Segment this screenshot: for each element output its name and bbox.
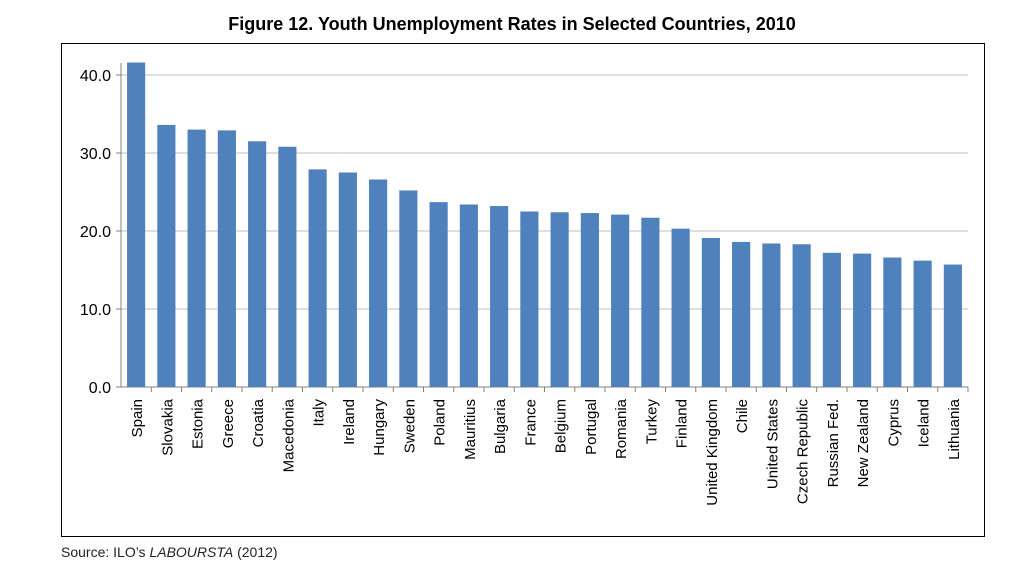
- source-prefix: Source: ILO’s: [61, 544, 150, 560]
- x-tick-label: Cyprus: [885, 399, 902, 447]
- x-tick-label: Sweden: [401, 399, 418, 453]
- bar: [187, 129, 206, 387]
- bar: [217, 130, 236, 387]
- x-tick-label: Lithuania: [946, 398, 963, 460]
- x-tick-label: Finland: [674, 399, 691, 448]
- bar: [883, 257, 902, 387]
- bar: [490, 206, 509, 387]
- bar: [671, 228, 690, 387]
- x-tick-label: United Kingdom: [704, 399, 721, 506]
- x-tick-label: Chile: [734, 399, 751, 433]
- source-suffix: (2012): [233, 544, 278, 560]
- y-tick-label: 30.0: [80, 146, 111, 163]
- x-tick-label: Romania: [613, 398, 630, 459]
- bar: [913, 260, 932, 387]
- x-tick-label: Slovakia: [159, 398, 176, 455]
- bar: [248, 141, 267, 387]
- bar: [399, 190, 418, 387]
- bar: [822, 252, 841, 387]
- x-tick-label: Greece: [220, 399, 237, 448]
- x-tick-label: Mauritius: [462, 399, 479, 460]
- bar: [641, 217, 660, 387]
- x-tick-label: Estonia: [190, 398, 207, 449]
- x-tick-label: Belgium: [553, 399, 570, 453]
- y-tick-label: 10.0: [80, 302, 111, 319]
- x-tick-label: Turkey: [643, 399, 660, 445]
- chart-title: Figure 12. Youth Unemployment Rates in S…: [228, 14, 796, 34]
- bar: [580, 213, 599, 387]
- x-tick-label: Bulgaria: [492, 398, 509, 454]
- x-tick-label: Macedonia: [280, 398, 297, 472]
- bar: [701, 238, 720, 387]
- bar: [943, 264, 962, 387]
- x-tick-label: United States: [764, 399, 781, 489]
- bar: [792, 244, 811, 387]
- chart-frame: [61, 43, 985, 537]
- x-tick-label: Croatia: [250, 398, 267, 447]
- bar: [459, 204, 478, 387]
- bar: [550, 212, 569, 387]
- y-tick-label: 0.0: [89, 380, 111, 397]
- bar: [762, 243, 781, 387]
- bar: [278, 146, 297, 387]
- x-tick-label: Iceland: [916, 399, 933, 447]
- x-tick-label: New Zealand: [855, 399, 872, 487]
- source-italic: LABOURSTA: [149, 544, 234, 560]
- bar: [338, 172, 357, 387]
- x-tick-label: Poland: [432, 399, 449, 446]
- bar: [127, 62, 146, 388]
- x-tick-label: Hungary: [371, 399, 388, 456]
- x-tick-label: Spain: [129, 399, 146, 437]
- bar: [429, 202, 448, 387]
- bar: [732, 241, 751, 387]
- y-tick-label: 20.0: [80, 224, 111, 241]
- bar: [520, 211, 539, 387]
- x-tick-label: Russian Fed.: [825, 399, 842, 487]
- x-tick-label: Italy: [311, 399, 328, 427]
- x-tick-label: Portugal: [583, 399, 600, 455]
- y-tick-label: 40.0: [80, 68, 111, 85]
- bar: [157, 124, 176, 388]
- bar: [611, 214, 630, 387]
- bar: [853, 253, 872, 387]
- bar: [369, 179, 388, 387]
- x-tick-label: France: [522, 399, 539, 446]
- x-tick-label: Ireland: [341, 399, 358, 445]
- bar: [308, 169, 327, 387]
- source-note: Source: ILO’s LABOURSTA (2012): [61, 544, 278, 560]
- x-tick-label: Czech Republic: [795, 399, 812, 505]
